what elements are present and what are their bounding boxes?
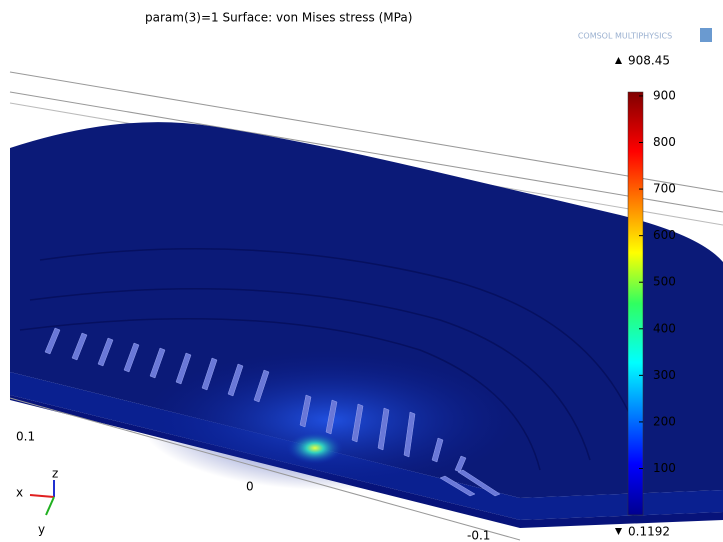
colorbar-tick-label: 400 [653,321,676,335]
max-marker [615,57,622,64]
colorbar-tick-label: 700 [653,182,676,196]
logo-icon [700,28,712,42]
triad-label: y [38,523,45,537]
axis-label: -0.1 [467,529,490,542]
geometry [10,72,723,540]
scene: param(3)=1 Surface: von Mises stress (MP… [0,0,723,542]
max-label: 908.45 [628,54,670,68]
colorbar-tick-label: 200 [653,414,676,428]
colorbar-tick-label: 900 [653,88,676,102]
colorbar-tick-label: 800 [653,135,676,149]
colorbar-tick-label: 500 [653,275,676,289]
min-marker [615,528,622,535]
triad-label: x [16,486,23,500]
plot-title: param(3)=1 Surface: von Mises stress (MP… [145,11,412,25]
axis-label: 0.1 [16,430,35,444]
page: param(3)=1 Surface: von Mises stress (MP… [0,0,723,542]
triad-label: z [52,467,58,481]
axis-label: 0 [246,480,254,494]
colorbar-tick-label: 600 [653,228,676,242]
colorbar [628,92,643,515]
colorbar-tick-label: 100 [653,461,676,475]
colorbar-tick-label: 300 [653,368,676,382]
min-label: 0.1192 [628,525,670,539]
triad: z x y [16,467,58,537]
logo: COMSOL MULTIPHYSICS [578,32,672,41]
